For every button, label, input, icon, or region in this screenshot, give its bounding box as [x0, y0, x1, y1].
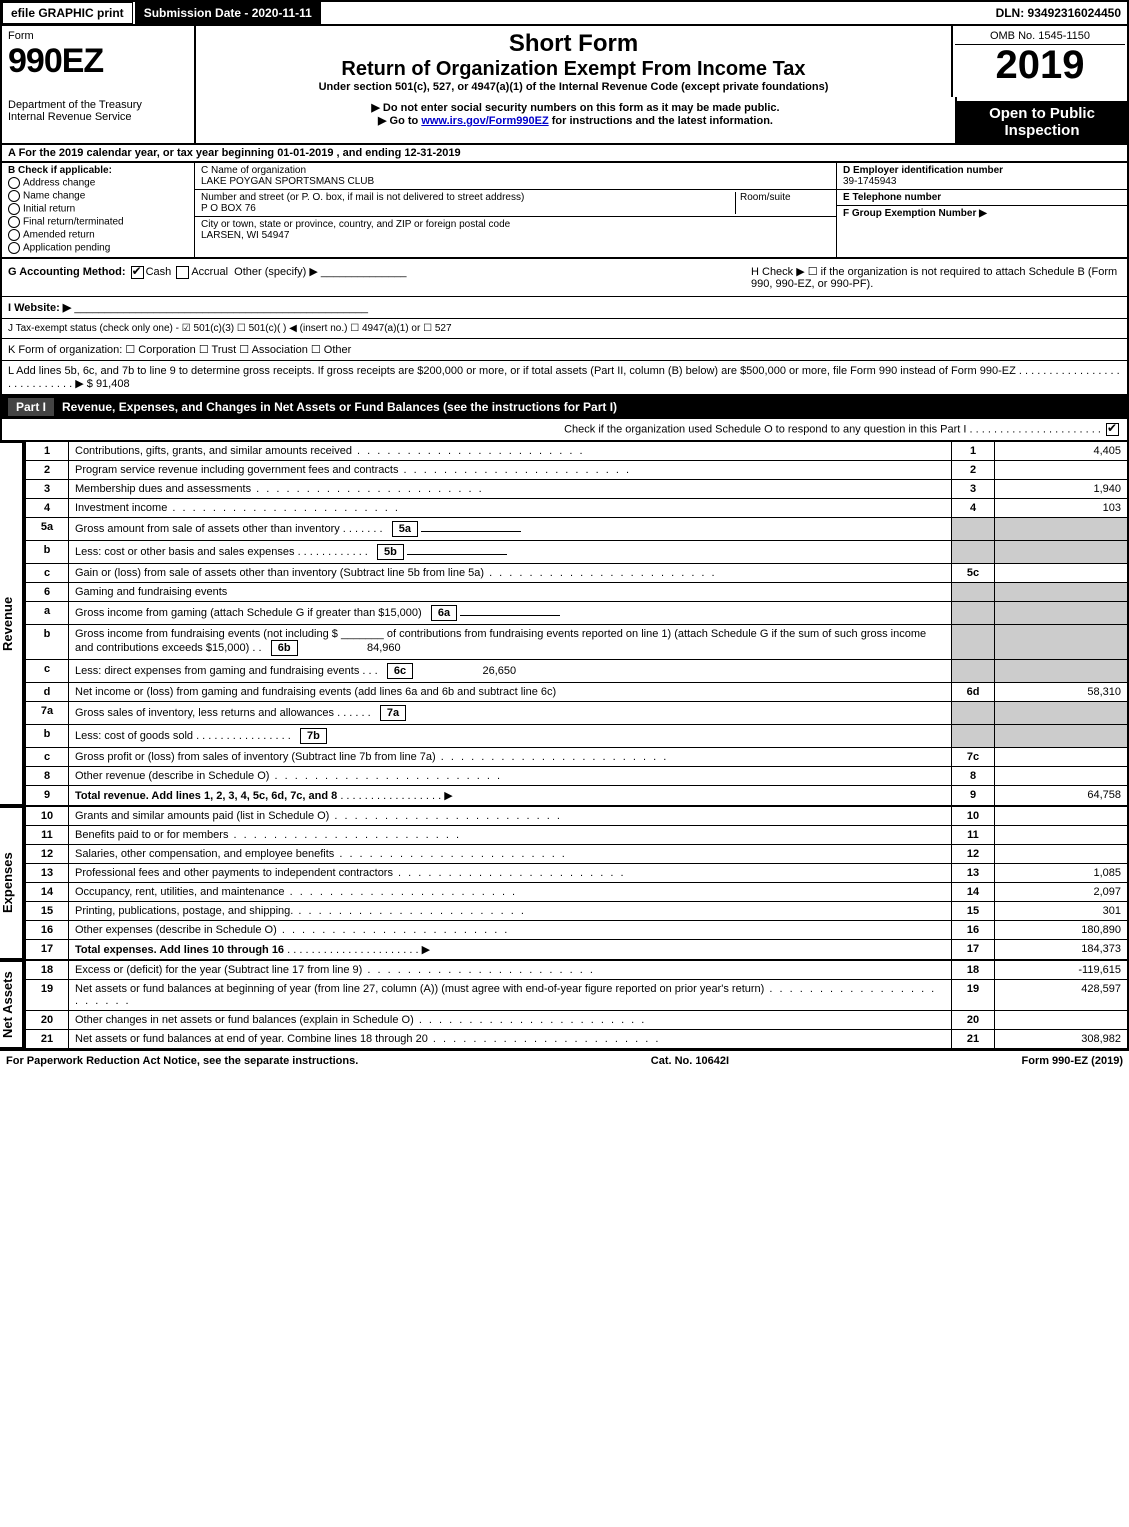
- notice-goto: ▶ Go to www.irs.gov/Form990EZ for instru…: [200, 114, 951, 127]
- line-15: 15Printing, publications, postage, and s…: [25, 902, 1128, 921]
- page-footer: For Paperwork Reduction Act Notice, see …: [0, 1049, 1129, 1071]
- org-name: LAKE POYGAN SPORTSMANS CLUB: [201, 176, 374, 187]
- part-1-title: Revenue, Expenses, and Changes in Net As…: [62, 400, 617, 414]
- line-8: 8Other revenue (describe in Schedule O)8: [25, 767, 1128, 786]
- line-5b: bLess: cost or other basis and sales exp…: [25, 541, 1128, 564]
- section-k: K Form of organization: ☐ Corporation ☐ …: [0, 339, 1129, 361]
- efile-print-button[interactable]: efile GRAPHIC print: [2, 2, 133, 24]
- section-b-title: B Check if applicable:: [8, 165, 112, 176]
- check-initial-return[interactable]: Initial return: [8, 203, 188, 215]
- section-l: L Add lines 5b, 6c, and 7b to line 9 to …: [0, 361, 1129, 395]
- tax-year: 2019: [955, 45, 1125, 85]
- line-6c: cLess: direct expenses from gaming and f…: [25, 660, 1128, 683]
- line-10: 10Grants and similar amounts paid (list …: [25, 807, 1128, 826]
- return-title: Return of Organization Exempt From Incom…: [202, 58, 945, 81]
- line-12: 12Salaries, other compensation, and empl…: [25, 845, 1128, 864]
- check-amended-return[interactable]: Amended return: [8, 229, 188, 241]
- section-b: B Check if applicable: Address change Na…: [2, 163, 195, 257]
- line-17: 17Total expenses. Add lines 10 through 1…: [25, 940, 1128, 960]
- line-6d: dNet income or (loss) from gaming and fu…: [25, 683, 1128, 702]
- part-1-header: Part I Revenue, Expenses, and Changes in…: [0, 395, 1129, 419]
- line-2: 2Program service revenue including gover…: [25, 461, 1128, 480]
- check-schedule-o[interactable]: [1106, 423, 1119, 436]
- net-assets-side-label: Net Assets: [0, 960, 24, 1049]
- label-org-name: C Name of organization: [201, 165, 306, 176]
- label-other-method: Other (specify) ▶: [234, 266, 318, 278]
- section-j: J Tax-exempt status (check only one) - ☑…: [0, 319, 1129, 339]
- line-21: 21Net assets or fund balances at end of …: [25, 1030, 1128, 1049]
- label-accrual: Accrual: [191, 266, 228, 278]
- notice-goto-post: for instructions and the latest informat…: [549, 115, 773, 127]
- gross-receipts-amount: $ 91,408: [87, 378, 130, 390]
- label-street: Number and street (or P. O. box, if mail…: [201, 192, 524, 203]
- section-g-h: G Accounting Method: Cash Accrual Other …: [0, 259, 1129, 297]
- check-application-pending[interactable]: Application pending: [8, 242, 188, 254]
- city-state-zip: LARSEN, WI 54947: [201, 230, 289, 241]
- org-info-block: B Check if applicable: Address change Na…: [0, 163, 1129, 259]
- section-c: C Name of organization LAKE POYGAN SPORT…: [195, 163, 836, 257]
- line-7c: cGross profit or (loss) from sales of in…: [25, 748, 1128, 767]
- section-i: I Website: ▶ ___________________________…: [0, 297, 1129, 319]
- open-public-badge: Open to Public Inspection: [957, 101, 1127, 143]
- notice-ssn: ▶ Do not enter social security numbers o…: [200, 101, 951, 114]
- accounting-method-label: G Accounting Method:: [8, 266, 126, 278]
- label-phone: E Telephone number: [843, 192, 941, 203]
- form-label: Form: [8, 30, 188, 42]
- section-h: H Check ▶ ☐ if the organization is not r…: [751, 265, 1121, 290]
- line-13: 13Professional fees and other payments t…: [25, 864, 1128, 883]
- line-3: 3Membership dues and assessments31,940: [25, 480, 1128, 499]
- line-19: 19Net assets or fund balances at beginni…: [25, 980, 1128, 1011]
- footer-left: For Paperwork Reduction Act Notice, see …: [6, 1055, 358, 1067]
- line-6a: aGross income from gaming (attach Schedu…: [25, 602, 1128, 625]
- revenue-table: 1Contributions, gifts, grants, and simil…: [24, 441, 1129, 806]
- line-6b: bGross income from fundraising events (n…: [25, 625, 1128, 660]
- label-group-exemption: F Group Exemption Number ▶: [843, 208, 987, 219]
- line-5c: cGain or (loss) from sale of assets othe…: [25, 564, 1128, 583]
- subtitle: Under section 501(c), 527, or 4947(a)(1)…: [202, 81, 945, 93]
- footer-cat-no: Cat. No. 10642I: [651, 1055, 729, 1067]
- form-number: 990EZ: [8, 42, 188, 81]
- label-city: City or town, state or province, country…: [201, 219, 510, 230]
- check-accrual[interactable]: [176, 266, 189, 279]
- top-bar: efile GRAPHIC print Submission Date - 20…: [0, 0, 1129, 26]
- line-20: 20Other changes in net assets or fund ba…: [25, 1011, 1128, 1030]
- line-5a: 5aGross amount from sale of assets other…: [25, 518, 1128, 541]
- line-14: 14Occupancy, rent, utilities, and mainte…: [25, 883, 1128, 902]
- line-4: 4Investment income4103: [25, 499, 1128, 518]
- expenses-side-label: Expenses: [0, 806, 24, 960]
- line-1: 1Contributions, gifts, grants, and simil…: [25, 442, 1128, 461]
- part-1-label: Part I: [8, 398, 54, 416]
- line-9: 9Total revenue. Add lines 1, 2, 3, 4, 5c…: [25, 786, 1128, 806]
- line-6: 6Gaming and fundraising events: [25, 583, 1128, 602]
- department-label: Department of the Treasury Internal Reve…: [2, 97, 196, 143]
- line-7b: bLess: cost of goods sold . . . . . . . …: [25, 725, 1128, 748]
- form-header: Form 990EZ Short Form Return of Organiza…: [0, 26, 1129, 97]
- ein: 39-1745943: [843, 176, 896, 187]
- label-cash: Cash: [146, 266, 172, 278]
- check-address-change[interactable]: Address change: [8, 177, 188, 189]
- check-cash[interactable]: [131, 266, 144, 279]
- submission-date-button[interactable]: Submission Date - 2020-11-11: [135, 2, 321, 24]
- label-ein: D Employer identification number: [843, 165, 1003, 176]
- line-7a: 7aGross sales of inventory, less returns…: [25, 702, 1128, 725]
- section-d: D Employer identification number 39-1745…: [836, 163, 1127, 257]
- street-address: P O BOX 76: [201, 203, 256, 214]
- footer-form-ref: Form 990-EZ (2019): [1022, 1055, 1123, 1067]
- net-assets-table: 18Excess or (deficit) for the year (Subt…: [24, 960, 1129, 1049]
- notice-goto-pre: ▶ Go to: [378, 115, 421, 127]
- line-16: 16Other expenses (describe in Schedule O…: [25, 921, 1128, 940]
- expenses-table: 10Grants and similar amounts paid (list …: [24, 806, 1129, 960]
- line-11: 11Benefits paid to or for members11: [25, 826, 1128, 845]
- short-form-title: Short Form: [202, 30, 945, 58]
- revenue-side-label: Revenue: [0, 441, 24, 806]
- label-room: Room/suite: [740, 192, 791, 203]
- irs-link[interactable]: www.irs.gov/Form990EZ: [421, 115, 548, 127]
- line-18: 18Excess or (deficit) for the year (Subt…: [25, 961, 1128, 980]
- check-final-return[interactable]: Final return/terminated: [8, 216, 188, 228]
- tax-period: A For the 2019 calendar year, or tax yea…: [0, 145, 1129, 163]
- dln-label: DLN: 93492316024450: [996, 6, 1127, 20]
- part-1-check-o: Check if the organization used Schedule …: [0, 419, 1129, 441]
- check-name-change[interactable]: Name change: [8, 190, 188, 202]
